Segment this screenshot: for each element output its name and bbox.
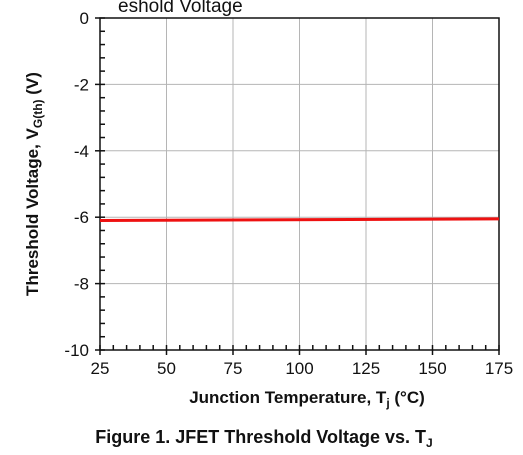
y-tick-label: -4 <box>74 142 89 161</box>
y-axis-title: Threshold Voltage, VG(th) (V) <box>23 72 45 296</box>
x-tick-labels: 25 50 75 100 125 150 175 <box>91 350 513 378</box>
figure-caption: Figure 1. JFET Threshold Voltage vs. TJ <box>95 427 432 450</box>
y-tick-label: 0 <box>80 9 89 28</box>
x-tick-label: 50 <box>157 359 176 378</box>
y-tick-label: -8 <box>74 275 89 294</box>
x-tick-label: 75 <box>224 359 243 378</box>
y-tick-label: -10 <box>64 341 89 360</box>
y-tick-label: -2 <box>74 75 89 94</box>
x-minor-ticks <box>99 345 500 350</box>
series-layer <box>99 217 500 223</box>
grid <box>99 17 500 351</box>
x-tick-label: 25 <box>91 359 110 378</box>
x-tick-label: 150 <box>418 359 446 378</box>
x-tick-label: 175 <box>485 359 513 378</box>
x-tick-label: 100 <box>285 359 313 378</box>
header-fragment: eshold Voltage <box>118 0 243 17</box>
series-line <box>99 217 500 223</box>
y-minor-ticks <box>100 17 105 351</box>
x-tick-label: 125 <box>352 359 380 378</box>
x-axis-title: Junction Temperature, Tj (°C) <box>189 388 425 410</box>
y-tick-labels: 0 -2 -4 -6 -8 -10 <box>64 9 100 360</box>
y-tick-label: -6 <box>74 208 89 227</box>
